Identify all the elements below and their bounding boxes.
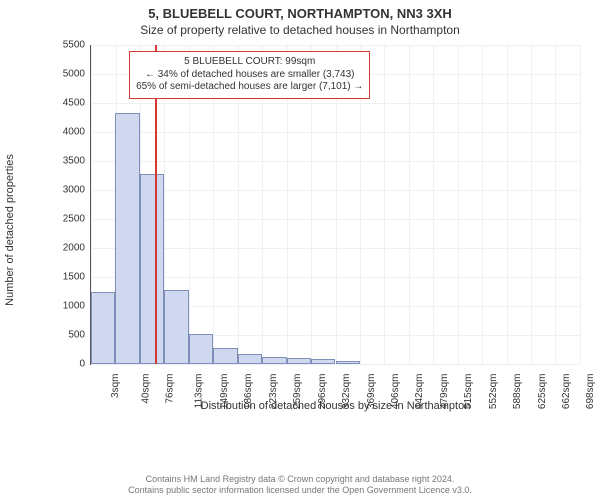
gridline-vertical: [384, 45, 385, 364]
x-tick-label: 113sqm: [194, 374, 205, 409]
x-tick-label: 149sqm: [219, 374, 230, 410]
x-tick-label: 662sqm: [561, 374, 572, 410]
histogram-bar: [238, 354, 262, 364]
y-tick-label: 500: [68, 330, 85, 341]
x-tick-label: 223sqm: [268, 374, 279, 410]
histogram-bar: [213, 348, 237, 364]
y-tick-label: 1000: [63, 301, 85, 312]
x-tick-label: 186sqm: [243, 374, 254, 410]
x-tick-label: 40sqm: [140, 374, 151, 404]
gridline-vertical: [409, 45, 410, 364]
y-tick-label: 4500: [63, 98, 85, 109]
gridline-vertical: [482, 45, 483, 364]
gridline-vertical: [531, 45, 532, 364]
x-tick-label: 296sqm: [317, 374, 328, 410]
y-tick-label: 2500: [63, 214, 85, 225]
footer-line1: Contains HM Land Registry data © Crown c…: [0, 474, 600, 485]
histogram-bar: [336, 361, 360, 364]
annotation-line: ← 34% of detached houses are smaller (3,…: [136, 69, 363, 82]
annotation-line: 65% of semi-detached houses are larger (…: [136, 81, 363, 94]
x-tick-label: 406sqm: [390, 374, 401, 410]
x-tick-label: 3sqm: [110, 374, 121, 398]
x-tick-label: 479sqm: [439, 374, 450, 410]
y-tick-label: 5000: [63, 69, 85, 80]
y-tick-label: 3000: [63, 185, 85, 196]
y-tick-label: 1500: [63, 272, 85, 283]
annotation-line: 5 BLUEBELL COURT: 99sqm: [136, 56, 363, 69]
x-tick-label: 332sqm: [341, 374, 352, 410]
histogram-bar: [91, 292, 115, 365]
x-tick-label: 588sqm: [512, 374, 523, 410]
histogram-bar: [311, 359, 335, 364]
footer-line2: Contains public sector information licen…: [0, 485, 600, 496]
x-axis-label: Distribution of detached houses by size …: [201, 400, 471, 412]
gridline-vertical: [458, 45, 459, 364]
plot-area: Distribution of detached houses by size …: [90, 45, 580, 365]
y-axis-label: Number of detached properties: [4, 154, 16, 306]
histogram-bar: [262, 357, 286, 364]
x-tick-label: 442sqm: [414, 374, 425, 410]
histogram-bar: [115, 113, 139, 364]
x-tick-label: 76sqm: [164, 374, 175, 404]
x-tick-label: 259sqm: [292, 374, 303, 410]
annotation-box: 5 BLUEBELL COURT: 99sqm← 34% of detached…: [129, 51, 370, 99]
x-tick-label: 552sqm: [488, 374, 499, 410]
y-tick-label: 4000: [63, 127, 85, 138]
y-tick-label: 2000: [63, 243, 85, 254]
y-tick-label: 3500: [63, 156, 85, 167]
histogram-bar: [189, 334, 213, 364]
histogram-bar: [287, 358, 311, 364]
x-tick-label: 625sqm: [537, 374, 548, 410]
x-tick-label: 369sqm: [366, 374, 377, 410]
gridline-horizontal: [91, 364, 580, 365]
gridline-vertical: [580, 45, 581, 364]
gridline-vertical: [555, 45, 556, 364]
title-line1: 5, BLUEBELL COURT, NORTHAMPTON, NN3 3XH: [0, 6, 600, 21]
footer-attribution: Contains HM Land Registry data © Crown c…: [0, 474, 600, 496]
chart-container: Number of detached properties Distributi…: [60, 45, 580, 415]
y-tick-label: 0: [79, 359, 85, 370]
gridline-vertical: [433, 45, 434, 364]
x-tick-label: 698sqm: [585, 374, 596, 410]
title-line2: Size of property relative to detached ho…: [0, 23, 600, 37]
histogram-bar: [164, 290, 188, 364]
histogram-bar: [140, 174, 164, 364]
x-tick-label: 515sqm: [463, 374, 474, 410]
y-tick-label: 5500: [63, 40, 85, 51]
chart-titles: 5, BLUEBELL COURT, NORTHAMPTON, NN3 3XH …: [0, 6, 600, 37]
gridline-vertical: [507, 45, 508, 364]
